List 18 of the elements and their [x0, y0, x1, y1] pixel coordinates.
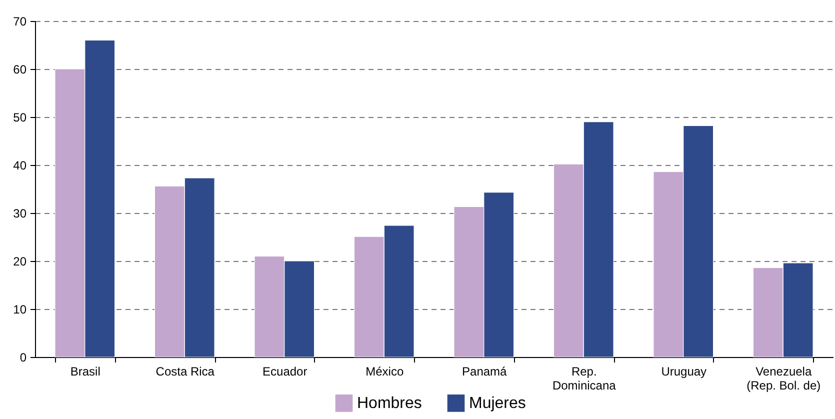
x-tick-label: Costa Rica: [156, 364, 215, 378]
x-tick-label: México: [366, 364, 404, 378]
legend-label: Mujeres: [469, 395, 526, 412]
x-tick-label: Venezuela (Rep. Bol. de): [746, 364, 821, 392]
x-tick-label: Uruguay: [661, 364, 707, 378]
x-tick-label: Brasil: [70, 364, 100, 378]
legend-label: Hombres: [357, 395, 422, 412]
y-tick-label: 30: [13, 206, 27, 220]
x-tick-label: Rep. Dominicana: [552, 364, 616, 392]
y-tick-label: 50: [13, 110, 27, 124]
x-tick-label: Panamá: [462, 364, 508, 378]
y-tick-label: 20: [13, 254, 27, 268]
y-tick-label: 70: [13, 14, 27, 28]
y-tick-label: 60: [13, 62, 27, 76]
y-tick-label: 0: [20, 350, 27, 364]
x-tick-label: Ecuador: [262, 364, 308, 378]
y-tick-label: 40: [13, 158, 27, 172]
y-tick-label: 10: [13, 302, 27, 316]
